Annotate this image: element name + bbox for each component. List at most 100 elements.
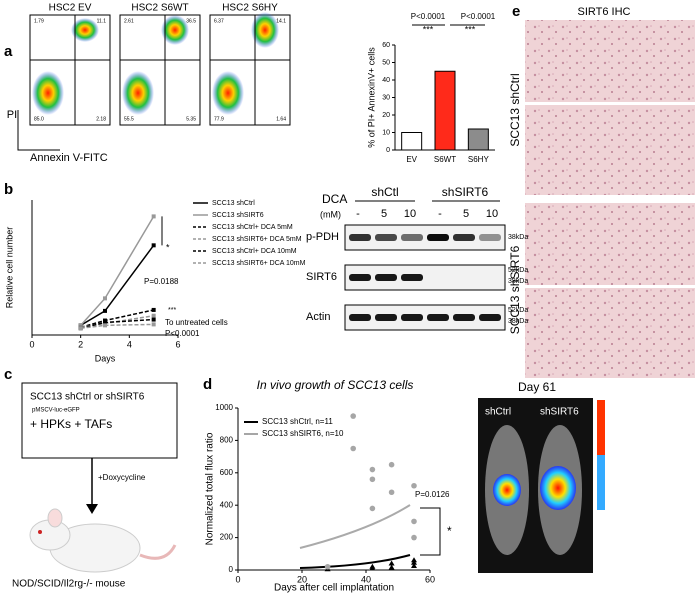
x-tick-label: 2 — [78, 339, 83, 349]
wb-lane: 10 — [486, 208, 498, 220]
panel-label: e — [512, 3, 520, 20]
quadrant-value: 6.37 — [214, 18, 224, 24]
quadrant-value: 55.5 — [124, 116, 134, 122]
ihc-label: SCC13 shCtrl — [508, 73, 522, 146]
diagram-box — [21, 382, 178, 459]
wb-band — [375, 234, 397, 241]
wb-lane: 10 — [404, 208, 416, 220]
wb-band — [427, 314, 449, 321]
wb-marker: 52kDa — [508, 267, 528, 274]
y-tick-label: 400 — [220, 500, 234, 509]
y-tick-label: 60 — [382, 42, 390, 49]
wb-membrane — [344, 304, 506, 331]
ihc-image — [525, 203, 695, 285]
diagram-vector: pMSCV-luc-eGFP — [32, 408, 80, 414]
bracket — [420, 507, 441, 556]
y-axis-label: % of PI+ AnnexinV+ cells — [366, 47, 376, 148]
wb-treatment: DCA — [322, 192, 347, 206]
flow-axes — [17, 110, 60, 151]
y-axis-label: Relative cell number — [4, 227, 14, 309]
flow-density — [251, 12, 279, 48]
quadrant-value: 11.1 — [97, 18, 107, 24]
line — [80, 216, 155, 326]
wb-band — [375, 274, 397, 281]
point — [411, 562, 417, 568]
y-tick-label: 600 — [220, 468, 234, 477]
x-tick-label: 60 — [425, 574, 435, 584]
diagram-cells: SCC13 shCtrl or shSIRT6 — [30, 392, 145, 403]
legend-label: SCC13 shSIRT6+ DCA 10mM — [212, 260, 306, 267]
wb-membrane — [344, 264, 506, 291]
legend-label: SCC13 shSIRT6+ DCA 5mM — [212, 236, 302, 243]
wb-band — [479, 234, 501, 241]
y-tick-label: 1000 — [215, 403, 233, 412]
quadrant-value: 77.9 — [214, 116, 224, 122]
wb-band — [349, 234, 371, 241]
x-tick-label: 6 — [175, 339, 180, 349]
marker — [103, 296, 107, 301]
imaging-label: shSIRT6 — [540, 407, 579, 418]
flow-x-label: Annexin V-FITC — [30, 152, 108, 164]
wb-unit: (mM) — [320, 209, 341, 219]
x-tick-label: 0 — [29, 339, 34, 349]
annotation: *** — [168, 307, 176, 314]
y-tick-label: 200 — [220, 533, 234, 542]
quadrant-value: 14.1 — [276, 18, 286, 24]
imaging-title: Day 61 — [518, 380, 556, 394]
quadrant-value: 2.18 — [96, 116, 106, 122]
point — [411, 534, 417, 541]
mouse — [29, 508, 177, 573]
flow-density — [122, 71, 154, 115]
bar — [434, 70, 456, 151]
annotation: To untreated cells — [165, 318, 228, 327]
point — [369, 476, 376, 483]
y-tick-label: 0 — [386, 147, 390, 154]
x-tick-label: 20 — [297, 574, 307, 584]
lum-signal — [493, 474, 521, 506]
panel-label: b — [4, 181, 13, 198]
wb-marker: 52kDa — [508, 307, 528, 314]
point — [350, 445, 357, 452]
legend-label: SCC13 shCtrl+ DCA 10mM — [212, 248, 297, 255]
marker — [151, 243, 156, 248]
ihc-image — [525, 20, 695, 102]
flow-density — [32, 71, 64, 115]
point — [324, 563, 331, 570]
flow-y-label: PI — [7, 109, 17, 121]
legend-label: SCC13 shSIRT6, n=10 — [262, 429, 344, 438]
x-tick-label: 4 — [127, 339, 132, 349]
flow-title: HSC2 S6WT — [131, 3, 188, 14]
wb-band — [453, 234, 475, 241]
marker — [151, 307, 156, 312]
wb-group: shCtl — [371, 185, 398, 199]
marker — [103, 320, 107, 325]
quadrant-value: 2.61 — [124, 18, 134, 24]
diagram-arrow-label: +Doxycycline — [98, 473, 146, 482]
panel-label: c — [4, 366, 12, 383]
quadrant-value: 36.5 — [186, 18, 196, 24]
y-tick-label: 800 — [220, 436, 234, 445]
annotation: *** — [423, 24, 434, 34]
y-tick-label: 10 — [382, 129, 390, 136]
point — [411, 518, 417, 525]
point — [369, 505, 376, 512]
diagram-host: NOD/SCID/Il2rg-/- mouse — [12, 579, 126, 590]
y-tick-label: 40 — [382, 77, 390, 84]
annotation: P<0.0001 — [165, 329, 200, 338]
color-scale — [597, 455, 605, 510]
y-tick-label: 30 — [382, 94, 390, 101]
point — [388, 564, 395, 570]
x-axis-label: Days after cell implantation — [274, 583, 394, 594]
annotation: * — [447, 524, 452, 538]
point — [369, 565, 376, 571]
flow-title: HSC2 EV — [49, 3, 92, 14]
diagram-additions: + HPKs + TAFs — [30, 417, 112, 431]
flow-title: HSC2 S6HY — [222, 3, 278, 14]
quadrant-value: 5.35 — [186, 116, 196, 122]
point — [388, 560, 395, 566]
legend-label: SCC13 shCtrl+ DCA 5mM — [212, 224, 293, 231]
point — [350, 413, 357, 419]
wb-row-label: SIRT6 — [306, 271, 337, 283]
x-tick-label: S6WT — [434, 155, 456, 164]
